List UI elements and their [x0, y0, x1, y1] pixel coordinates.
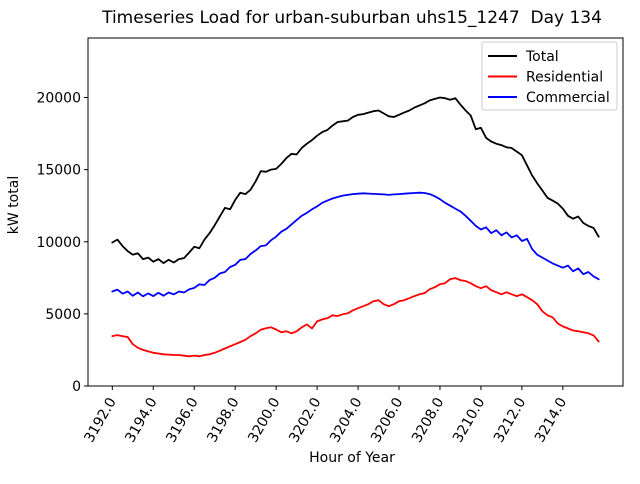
y-tick-label: 10000	[36, 235, 81, 251]
legend: Total Residential Commercial	[481, 41, 618, 111]
chart-title: Timeseries Load for urban-suburban uhs15…	[101, 8, 602, 28]
series-lines	[111, 96, 600, 358]
y-tick-label: 0	[72, 379, 81, 395]
legend-entry-total: Total	[488, 49, 559, 65]
plot-area-border	[87, 37, 624, 387]
y-tick-label: 15000	[36, 163, 81, 179]
y-axis-label: kW total	[6, 176, 22, 234]
x-axis-label: Hour of Year	[309, 450, 395, 466]
series-line-residential	[111, 277, 600, 358]
legend-entry-residential: Residential	[488, 70, 603, 86]
legend-entry-commercial: Commercial	[488, 90, 610, 106]
series-line-total	[111, 96, 600, 265]
y-tick-label: 5000	[45, 307, 81, 323]
legend-label: Commercial	[526, 90, 610, 106]
y-tick-label: 20000	[36, 91, 81, 107]
legend-label: Total	[525, 49, 559, 65]
series-line-commercial	[111, 191, 600, 298]
legend-label: Residential	[526, 70, 603, 86]
legend-box	[481, 41, 618, 111]
